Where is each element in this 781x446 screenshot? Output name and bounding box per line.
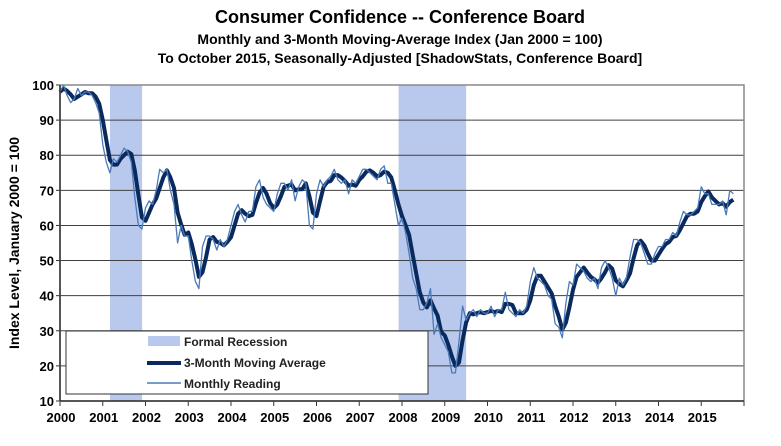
legend-label-average: 3-Month Moving Average — [184, 356, 326, 370]
chart-subtitle-1: Monthly and 3-Month Moving-Average Index… — [197, 31, 602, 47]
x-tick-label: 2015 — [688, 410, 717, 425]
x-tick-label: 2007 — [346, 410, 375, 425]
x-tick-label: 2012 — [560, 410, 589, 425]
y-tick-label: 80 — [40, 148, 54, 163]
y-axis-label: Index Level, January 2000 = 100 — [6, 137, 22, 349]
y-tick-label: 30 — [40, 324, 54, 339]
x-tick-label: 2006 — [303, 410, 332, 425]
legend-swatch-recession — [148, 336, 180, 346]
y-tick-label: 90 — [40, 113, 54, 128]
moving-average-line — [58, 86, 735, 368]
x-tick-label: 2003 — [175, 410, 204, 425]
legend: Formal Recession 3-Month Moving Average … — [65, 330, 429, 395]
x-tick-label: 2010 — [474, 410, 503, 425]
x-tick-label: 2008 — [389, 410, 418, 425]
x-tick-label: 2014 — [645, 410, 675, 425]
x-tick-label: 2001 — [89, 410, 118, 425]
x-tick-label: 2005 — [260, 410, 289, 425]
y-tick-label: 20 — [40, 359, 54, 374]
legend-label-monthly: Monthly Reading — [184, 377, 281, 391]
x-tick-label: 2013 — [602, 410, 631, 425]
y-tick-label: 10 — [40, 394, 54, 409]
y-tick-label: 40 — [40, 289, 54, 304]
x-tick-label: 2011 — [517, 410, 545, 425]
legend-frame — [65, 330, 429, 395]
y-tick-label: 60 — [40, 218, 54, 233]
y-tick-label: 70 — [40, 183, 54, 198]
chart-subtitle-2: To October 2015, Seasonally-Adjusted [Sh… — [158, 50, 642, 66]
monthly-reading-line — [59, 84, 734, 374]
x-tick-label: 2000 — [47, 410, 76, 425]
chart-title: Consumer Confidence -- Conference Board — [215, 7, 585, 27]
x-tick-label: 2009 — [431, 410, 460, 425]
x-tick-label: 2002 — [132, 410, 161, 425]
y-tick-label: 100 — [32, 78, 54, 93]
legend-label-recession: Formal Recession — [184, 335, 287, 349]
y-tick-label: 50 — [40, 254, 54, 269]
x-tick-label: 2004 — [218, 410, 248, 425]
